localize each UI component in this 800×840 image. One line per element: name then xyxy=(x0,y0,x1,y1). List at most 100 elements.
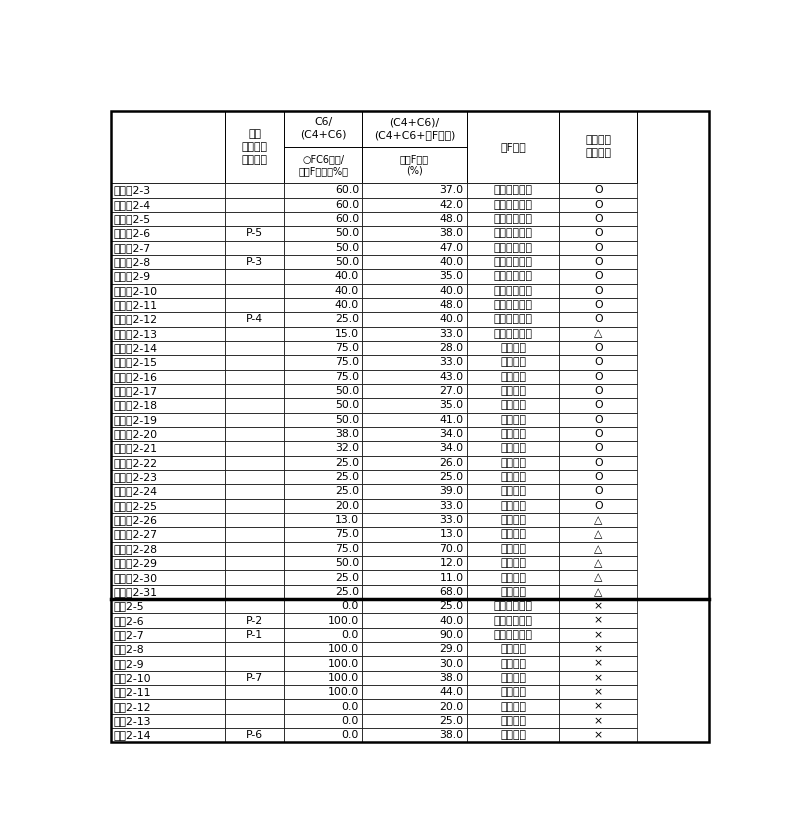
Text: 40.0: 40.0 xyxy=(335,286,359,296)
Text: O: O xyxy=(594,444,602,454)
Bar xyxy=(111,585,225,599)
Text: ×: × xyxy=(594,659,603,669)
Text: 实施例2-21: 实施例2-21 xyxy=(114,444,158,454)
Text: 甲基丙烯鸣型: 甲基丙烯鸣型 xyxy=(494,286,533,296)
Bar xyxy=(559,599,637,613)
Text: 丙烯鸣型: 丙烯鸣型 xyxy=(500,587,526,597)
Bar xyxy=(559,327,637,341)
Bar xyxy=(559,585,637,599)
Bar xyxy=(466,427,559,441)
Bar xyxy=(362,427,466,441)
Text: 甲基丙烯鸣型: 甲基丙烯鸣型 xyxy=(494,616,533,626)
Text: 30.0: 30.0 xyxy=(439,659,464,669)
Text: 100.0: 100.0 xyxy=(328,673,359,683)
Bar xyxy=(285,327,362,341)
Text: 实施例2-26: 实施例2-26 xyxy=(114,515,158,525)
Text: 50.0: 50.0 xyxy=(335,243,359,253)
Text: 实施例2-19: 实施例2-19 xyxy=(114,415,158,425)
Bar xyxy=(225,656,285,670)
Text: 100.0: 100.0 xyxy=(328,644,359,654)
Bar xyxy=(559,427,637,441)
Bar xyxy=(466,470,559,485)
Text: 丙烯鸣型: 丙烯鸣型 xyxy=(500,486,526,496)
Text: 实施例2-17: 实施例2-17 xyxy=(114,386,158,396)
Bar xyxy=(559,341,637,355)
Bar xyxy=(362,700,466,714)
Text: 丙烯鸣型: 丙烯鸣型 xyxy=(500,358,526,367)
Text: 25.0: 25.0 xyxy=(335,458,359,468)
Text: 比较2-8: 比较2-8 xyxy=(114,644,144,654)
Bar xyxy=(225,341,285,355)
Text: 实施例2-12: 实施例2-12 xyxy=(114,314,158,324)
Bar xyxy=(285,269,362,284)
Bar xyxy=(111,670,225,685)
Text: 实施例2-8: 实施例2-8 xyxy=(114,257,150,267)
Text: P-6: P-6 xyxy=(246,730,263,740)
Bar xyxy=(466,312,559,327)
Text: 29.0: 29.0 xyxy=(439,644,464,654)
Bar xyxy=(466,355,559,370)
Bar xyxy=(466,599,559,613)
Text: 丙烯鸣型: 丙烯鸣型 xyxy=(500,659,526,669)
Text: 比较2-9: 比较2-9 xyxy=(114,659,144,669)
Bar xyxy=(466,412,559,427)
Text: 实施例2-18: 实施例2-18 xyxy=(114,401,158,411)
Text: 48.0: 48.0 xyxy=(439,300,464,310)
Bar xyxy=(285,642,362,656)
Bar xyxy=(111,384,225,398)
Text: 甲基丙烯鸣型: 甲基丙烯鸣型 xyxy=(494,214,533,224)
Bar xyxy=(362,599,466,613)
Text: O: O xyxy=(594,486,602,496)
Text: 68.0: 68.0 xyxy=(439,587,464,597)
Text: 33.0: 33.0 xyxy=(439,501,464,511)
Bar xyxy=(466,197,559,212)
Bar xyxy=(466,226,559,240)
Text: P-7: P-7 xyxy=(246,673,263,683)
Bar xyxy=(225,212,285,226)
Text: 实施例2-16: 实施例2-16 xyxy=(114,372,158,381)
Text: 39.0: 39.0 xyxy=(439,486,464,496)
Text: 12.0: 12.0 xyxy=(439,558,464,568)
Text: O: O xyxy=(594,386,602,396)
Bar xyxy=(559,485,637,499)
Text: 37.0: 37.0 xyxy=(439,186,464,196)
Bar xyxy=(362,370,466,384)
Text: 40.0: 40.0 xyxy=(439,616,464,626)
Bar xyxy=(559,670,637,685)
Text: 实施例2-10: 实施例2-10 xyxy=(114,286,158,296)
Bar xyxy=(285,212,362,226)
Bar xyxy=(466,728,559,743)
Text: ×: × xyxy=(594,644,603,654)
Bar xyxy=(225,398,285,412)
Text: ×: × xyxy=(594,687,603,697)
Text: 甲基丙烯鸣型: 甲基丙烯鸣型 xyxy=(494,314,533,324)
Bar xyxy=(285,714,362,728)
Text: △: △ xyxy=(594,587,602,597)
Bar xyxy=(559,355,637,370)
Bar xyxy=(111,341,225,355)
Bar xyxy=(285,455,362,470)
Bar xyxy=(111,627,225,642)
Text: O: O xyxy=(594,429,602,439)
Bar xyxy=(362,685,466,700)
Bar xyxy=(111,642,225,656)
Bar xyxy=(225,197,285,212)
Bar xyxy=(362,212,466,226)
Text: O: O xyxy=(594,200,602,210)
Bar xyxy=(225,728,285,743)
Text: 比较2-14: 比较2-14 xyxy=(114,730,151,740)
Bar xyxy=(285,728,362,743)
Bar xyxy=(225,542,285,556)
Bar xyxy=(285,355,362,370)
Text: 60.0: 60.0 xyxy=(335,214,359,224)
Text: 60.0: 60.0 xyxy=(335,200,359,210)
Bar xyxy=(466,542,559,556)
Bar xyxy=(559,284,637,298)
Bar xyxy=(225,298,285,312)
Bar xyxy=(111,485,225,499)
Bar xyxy=(362,384,466,398)
Text: 48.0: 48.0 xyxy=(439,214,464,224)
Text: C6/
(C4+C6): C6/ (C4+C6) xyxy=(300,118,346,140)
Bar xyxy=(285,412,362,427)
Bar xyxy=(362,642,466,656)
